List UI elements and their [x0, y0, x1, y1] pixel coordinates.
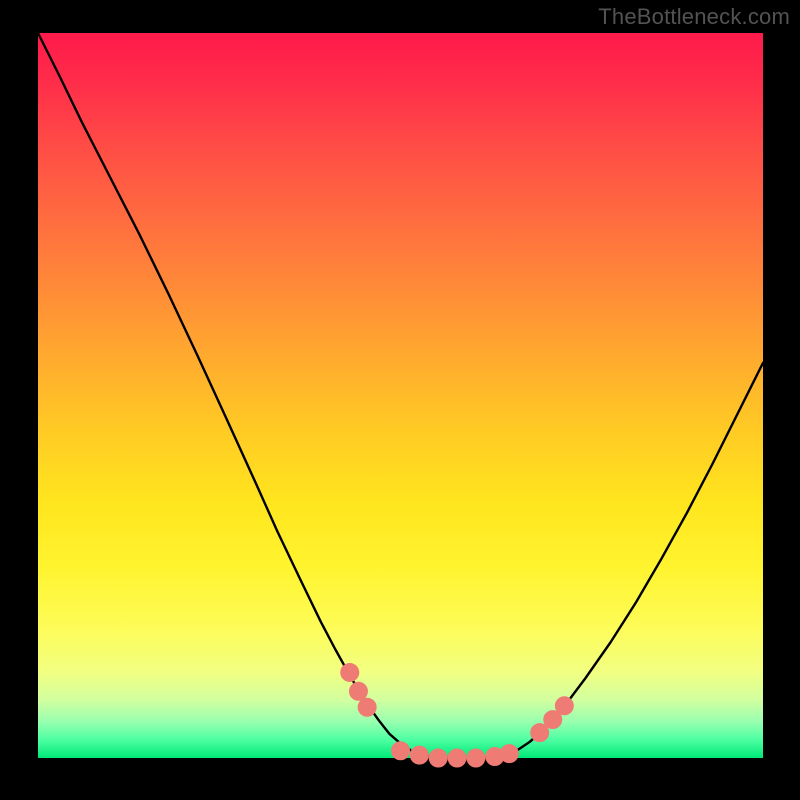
plot-background	[38, 33, 763, 758]
data-marker	[358, 698, 376, 716]
data-marker	[429, 749, 447, 767]
data-marker	[349, 682, 367, 700]
data-marker	[392, 742, 410, 760]
data-marker	[555, 697, 573, 715]
data-marker	[500, 745, 518, 763]
data-marker	[448, 749, 466, 767]
chart-canvas: TheBottleneck.com	[0, 0, 800, 800]
data-marker	[531, 724, 549, 742]
data-marker	[341, 663, 359, 681]
data-marker	[467, 749, 485, 767]
bottleneck-chart	[0, 0, 800, 800]
data-marker	[410, 746, 428, 764]
watermark-text: TheBottleneck.com	[598, 4, 790, 30]
